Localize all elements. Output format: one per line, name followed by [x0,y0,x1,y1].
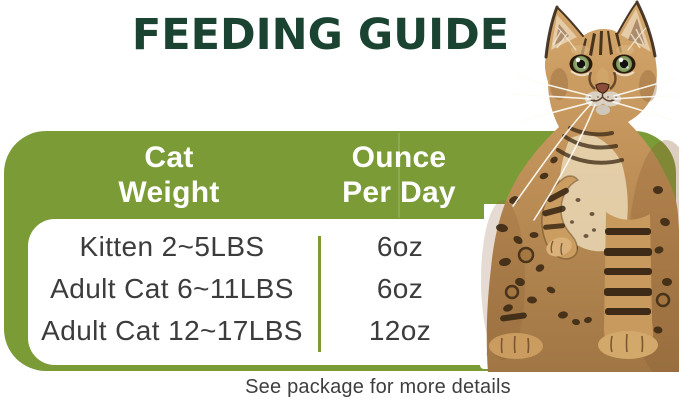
panel-seam-line [398,133,400,218]
table-row: Adult Cat 12~17LBS 12oz [28,310,667,352]
cat-weight-value: Adult Cat 12~17LBS [41,315,303,346]
table-row: Adult Cat 6~11LBS 6oz [28,268,667,310]
column-header-ounce-per-day: Ounce Per Day [284,140,514,210]
cat-weight-value: Adult Cat 6~11LBS [50,273,294,304]
column-header-line: Cat [144,141,194,174]
footer-note: See package for more details [245,376,511,398]
column-header-cat-weight: Cat Weight [54,140,284,210]
column-header-line: Ounce [351,141,447,174]
cat-weight-value: Kitten 2~5LBS [79,231,265,262]
ounce-per-day-value: 6oz [376,273,424,304]
column-header-line: Per Day [342,176,456,209]
ounce-per-day-value: 6oz [376,231,424,262]
column-header-line: Weight [118,176,220,209]
ounce-per-day-value: 12oz [368,315,432,346]
bengal-cat-photo [481,0,679,372]
table-row: Kitten 2~5LBS 6oz [28,226,667,268]
column-divider [318,236,321,352]
page-title: FEEDING GUIDE [131,10,510,60]
